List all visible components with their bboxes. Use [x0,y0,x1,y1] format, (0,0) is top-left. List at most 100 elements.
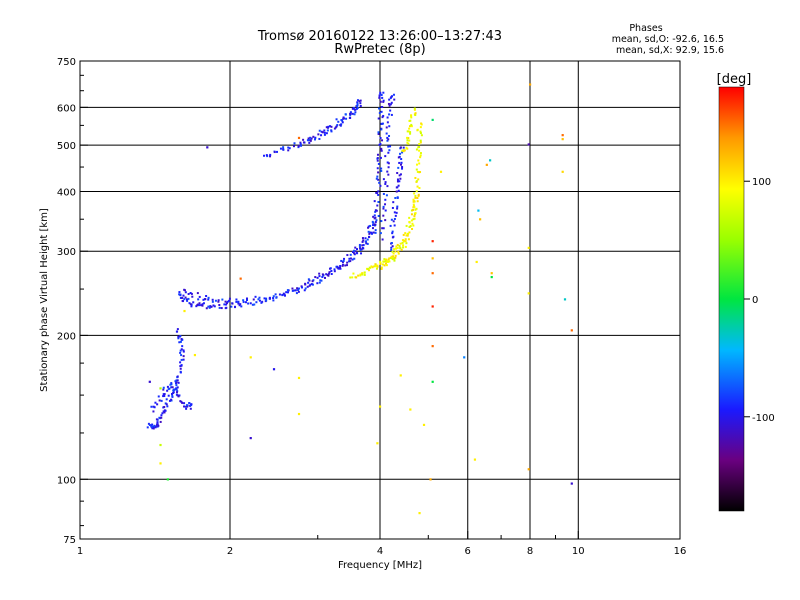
o-mode-echo [343,257,346,260]
o-mode-echo [156,403,159,406]
x-tick-label: 16 [674,546,687,557]
o-mode-echo [286,289,289,292]
o-mode-echo [371,227,374,230]
o-mode-echo [376,167,379,170]
x-mode-echo [363,271,366,274]
x-mode-echo [393,259,396,262]
o-mode-echo [202,302,205,305]
x-tick-label: 2 [227,546,233,557]
o-mode-echo [346,254,349,257]
o-mode-echo [373,223,376,226]
o-mode-echo [176,386,179,389]
x-mode-echo [370,265,373,268]
x-mode-echo [406,136,409,139]
o-mode-echo [384,181,387,184]
o-mode-echo [344,264,347,267]
o-mode-echo [221,298,224,301]
o-mode-echo [179,365,182,368]
o-mode-echo [382,100,385,103]
o-mode-echo [387,166,390,169]
x-mode-echo [407,238,410,241]
o-mode-echo [389,224,392,227]
x-mode-echo [390,256,393,259]
o-mode-echo [182,350,185,353]
x-mode-echo [413,107,416,110]
o-mode-echo [293,289,296,292]
scattered-echo [490,275,493,279]
o-mode-echo [283,293,286,296]
x-mode-echo [396,246,399,249]
o-mode-echo [177,381,180,384]
x-mode-echo [388,260,391,263]
o-mode-echo [212,304,215,307]
o-mode-echo [163,394,166,397]
o-mode-echo [327,274,330,277]
o-mode-echo [318,137,321,140]
o-mode-echo [381,116,384,119]
o-mode-echo [375,191,378,194]
o-mode-echo [157,395,160,398]
o-mode-echo [307,281,310,284]
x-mode-echo [410,123,413,126]
o-mode-echo [198,304,201,307]
o-mode-echo [187,293,190,296]
o-mode-echo [192,301,195,304]
o-mode-echo [380,128,383,131]
scattered-echo [409,408,412,411]
o-mode-echo [176,379,179,382]
o-mode-echo [152,405,155,408]
o-mode-echo [167,394,170,397]
o-mode-echo [376,159,379,162]
o-mode-echo [304,282,307,285]
scattered-echo [527,143,530,146]
o-mode-echo [326,129,329,132]
o-mode-echo [151,423,154,426]
o-mode-echo [378,112,381,115]
o-mode-echo [323,129,326,132]
scattered-echo [159,443,162,447]
o-mode-echo [379,184,382,187]
o-mode-echo [237,300,240,303]
o-mode-echo [323,133,326,136]
scattered-echo [431,380,434,383]
o-mode-echo [342,116,345,119]
o-mode-echo [392,201,395,204]
o-mode-echo [164,402,167,405]
o-mode-echo [386,185,389,188]
o-mode-echo [399,152,402,155]
colorbar [718,86,745,512]
o-mode-echo [382,214,385,217]
o-mode-echo [176,390,179,393]
o-mode-echo [372,215,375,218]
o-mode-echo [218,306,221,309]
phases-header: Phases [629,23,662,34]
o-mode-echo [402,146,405,149]
x-tick-label: 8 [527,546,533,557]
o-mode-echo [394,214,397,217]
o-mode-echo [374,231,377,234]
o-mode-echo [380,148,383,151]
o-mode-echo [163,393,166,396]
o-mode-echo [182,349,185,352]
o-mode-echo [214,299,217,302]
o-mode-echo [294,289,297,292]
x-mode-echo [402,149,405,152]
o-mode-echo [181,345,184,348]
o-mode-echo [155,418,158,421]
o-mode-echo [150,405,153,408]
o-mode-echo [303,289,306,292]
o-mode-echo [392,93,395,96]
o-mode-echo [362,247,365,250]
o-mode-echo [376,175,379,178]
o-mode-echo [382,205,385,208]
o-mode-echo [373,200,376,203]
scattered-echo [249,356,252,359]
o-mode-echo [330,125,333,128]
x-mode-echo [415,163,418,166]
o-mode-echo [207,296,210,299]
o-mode-echo [316,282,319,285]
x-mode-echo [363,273,366,276]
o-mode-echo [252,298,255,301]
o-mode-echo [384,209,387,212]
x-mode-echo [417,193,420,196]
